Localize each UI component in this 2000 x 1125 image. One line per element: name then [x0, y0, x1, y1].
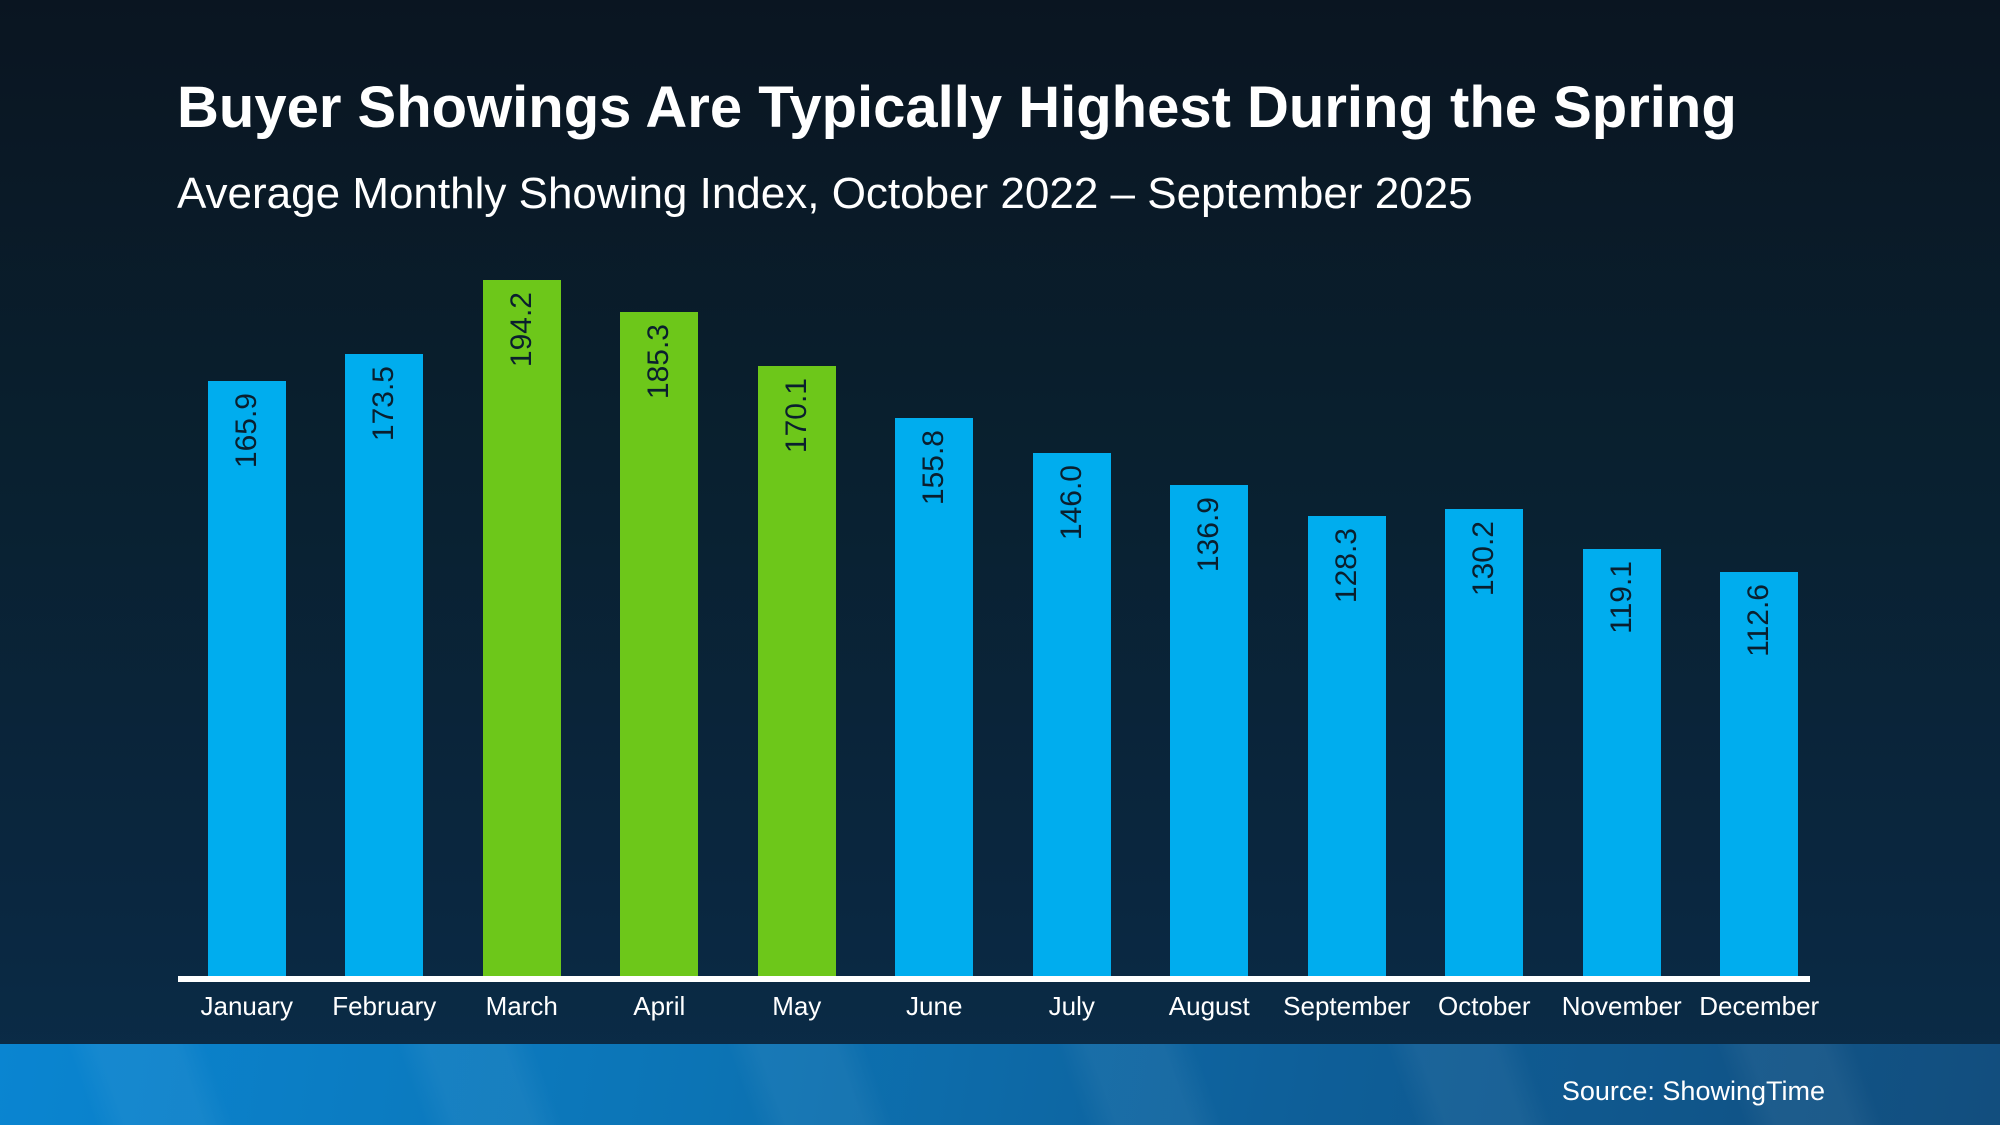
source-bar: Source: ShowingTime	[0, 1044, 2000, 1125]
bar-column-july: 146.0 July	[1003, 280, 1141, 1021]
bar-value-label: 130.2	[1467, 521, 1501, 597]
month-label-january: January	[200, 991, 294, 1021]
month-label-july: July	[1048, 991, 1095, 1021]
bar-value-label: 170.1	[779, 378, 813, 454]
chart-title: Buyer Showings Are Typically Highest Dur…	[177, 75, 1737, 140]
bar-value-label: 155.8	[917, 430, 951, 506]
month-label-november: November	[1561, 991, 1682, 1021]
bar-value-label: 136.9	[1192, 497, 1226, 573]
bar-november: 119.1	[1582, 549, 1661, 976]
x-axis-line	[178, 976, 1810, 982]
bar-value-label: 119.1	[1604, 561, 1638, 634]
bar-february: 173.5	[345, 354, 424, 976]
bar-column-september: 128.3 September	[1278, 280, 1416, 1021]
bar-column-august: 136.9 August	[1141, 280, 1279, 1021]
bar-october: 130.2	[1445, 509, 1524, 976]
bar-value-label: 146.0	[1054, 465, 1088, 541]
bar-column-may: 170.1 May	[728, 280, 866, 1021]
chart-subtitle: Average Monthly Showing Index, October 2…	[177, 169, 1473, 218]
bar-column-october: 130.2 October	[1416, 280, 1554, 1021]
bar-march: 194.2	[482, 280, 561, 976]
bar-value-label: 185.3	[642, 324, 676, 400]
bar-value-label: 173.5	[367, 366, 401, 442]
bar-value-label: 112.6	[1742, 584, 1776, 657]
bar-value-label: 194.2	[504, 292, 538, 368]
bar-column-april: 185.3 April	[591, 280, 729, 1021]
month-label-august: August	[1168, 991, 1250, 1021]
bar-december: 112.6	[1720, 572, 1799, 976]
bar-april: 185.3	[620, 312, 699, 976]
bar-july: 146.0	[1032, 453, 1111, 976]
bar-may: 170.1	[757, 366, 836, 976]
month-label-april: April	[633, 991, 686, 1021]
bar-january: 165.9	[207, 381, 286, 976]
month-label-december: December	[1699, 991, 1820, 1021]
bar-column-december: 112.6 December	[1691, 280, 1829, 1021]
source-text: Source: ShowingTime	[1561, 1076, 1825, 1106]
bar-value-label: 165.9	[229, 393, 263, 469]
bar-column-february: 173.5 February	[316, 280, 454, 1021]
month-label-september: September	[1283, 991, 1411, 1021]
month-label-february: February	[332, 991, 437, 1021]
month-label-march: March	[485, 991, 558, 1021]
bar-column-november: 119.1 November	[1553, 280, 1691, 1021]
bar-column-january: 165.9 January	[178, 280, 316, 1021]
bar-value-label: 128.3	[1329, 528, 1363, 604]
bar-august: 136.9	[1170, 485, 1249, 976]
month-label-may: May	[772, 991, 822, 1021]
month-label-june: June	[906, 991, 963, 1021]
bar-chart: 165.9 January 173.5 February 194.2 March 185.3…	[178, 280, 1829, 1021]
bar-column-june: 155.8 June	[866, 280, 1004, 1021]
bar-june: 155.8	[895, 418, 974, 976]
bar-september: 128.3	[1307, 516, 1386, 976]
bar-column-march: 194.2 March	[453, 280, 591, 1021]
month-label-october: October	[1438, 991, 1531, 1021]
